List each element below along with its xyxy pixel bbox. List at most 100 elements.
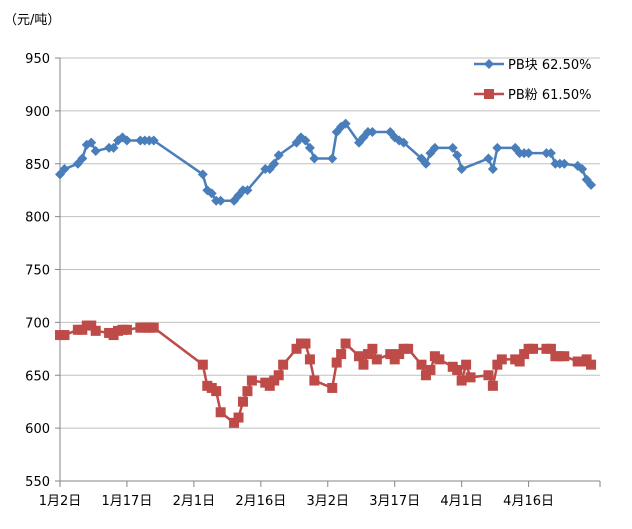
y-tick-label: 700 [25, 316, 50, 331]
data-point [304, 142, 315, 153]
data-point [331, 357, 342, 368]
data-point [206, 188, 217, 199]
data-point [278, 359, 289, 370]
data-point [300, 338, 311, 349]
data-point [434, 354, 445, 365]
x-tick-label: 4月1日 [440, 494, 483, 509]
y-tick-label: 950 [25, 52, 50, 67]
data-point [121, 135, 132, 146]
data-point [420, 370, 431, 381]
data-point [304, 354, 315, 365]
data-point [447, 142, 458, 153]
data-point [465, 372, 476, 383]
data-point [398, 137, 409, 148]
axes [55, 57, 601, 487]
data-point [327, 382, 338, 393]
data-point [586, 359, 597, 370]
data-point [242, 386, 253, 397]
data-point [483, 153, 494, 164]
x-tick-label: 3月2日 [306, 494, 349, 509]
data-point [336, 349, 347, 360]
series-layer [55, 118, 597, 428]
data-point [264, 380, 275, 391]
data-point [452, 364, 463, 375]
data-point [577, 164, 588, 175]
data-point [90, 146, 101, 157]
data-point [59, 330, 70, 341]
data-point [86, 320, 97, 331]
data-point [385, 349, 396, 360]
data-point [148, 322, 159, 333]
series-2 [55, 320, 597, 428]
data-point [273, 370, 284, 381]
data-point [309, 153, 320, 164]
x-tick-label: 4月16日 [503, 494, 554, 509]
x-tick-label: 1月2日 [39, 494, 82, 509]
series-line [59, 122, 593, 203]
series-line [60, 324, 593, 425]
data-point [273, 150, 284, 161]
y-tick-label: 800 [25, 211, 50, 226]
data-point [519, 349, 530, 360]
data-point [269, 158, 280, 169]
y-tick-label: 750 [25, 264, 50, 279]
data-point [331, 127, 342, 138]
data-point [215, 195, 226, 206]
data-point [429, 142, 440, 153]
data-point [514, 356, 525, 367]
data-point [233, 412, 244, 423]
series-1 [55, 118, 597, 206]
data-point [559, 351, 570, 362]
x-tick-label: 2月16日 [235, 494, 286, 509]
data-point [586, 179, 597, 190]
data-point [211, 386, 222, 397]
data-point [416, 359, 427, 370]
data-point [291, 343, 302, 354]
data-point [456, 164, 467, 175]
data-point [545, 148, 556, 159]
legend-marker [484, 59, 494, 69]
data-point [523, 148, 534, 159]
y-tick-label: 900 [25, 105, 50, 120]
data-point [528, 343, 539, 354]
data-point [367, 343, 378, 354]
legend: PB块 62.50% PB粉 61.50% [474, 58, 591, 103]
data-point [90, 325, 101, 336]
y-tick-label: 550 [25, 475, 50, 490]
data-point [362, 349, 373, 360]
data-point [340, 338, 351, 349]
data-point [461, 359, 472, 370]
legend-item: PB块 62.50% [474, 58, 591, 73]
data-point [559, 158, 570, 169]
data-point [425, 364, 436, 375]
x-tick-label: 2月1日 [173, 494, 216, 509]
data-point [394, 349, 405, 360]
x-tick-label: 1月17日 [102, 494, 153, 509]
data-point [59, 164, 70, 175]
data-point [340, 118, 351, 129]
data-point [309, 375, 320, 386]
data-point [492, 142, 503, 153]
data-point [545, 343, 556, 354]
legend-marker [484, 89, 494, 99]
data-point [246, 375, 257, 386]
data-point [300, 135, 311, 146]
data-point [197, 169, 208, 180]
data-point [487, 164, 498, 175]
data-point [237, 396, 248, 407]
data-point [389, 354, 400, 365]
data-point [269, 375, 280, 386]
data-point [121, 324, 132, 335]
legend-label: PB粉 61.50% [508, 88, 591, 103]
y-unit-label: （元/吨） [4, 13, 60, 28]
data-point [456, 375, 467, 386]
y-tick-label: 600 [25, 422, 50, 437]
data-point [108, 142, 119, 153]
data-point [492, 359, 503, 370]
data-point [487, 380, 498, 391]
data-point [496, 354, 507, 365]
data-point [242, 185, 253, 196]
data-point [86, 137, 97, 148]
data-point [229, 417, 240, 428]
